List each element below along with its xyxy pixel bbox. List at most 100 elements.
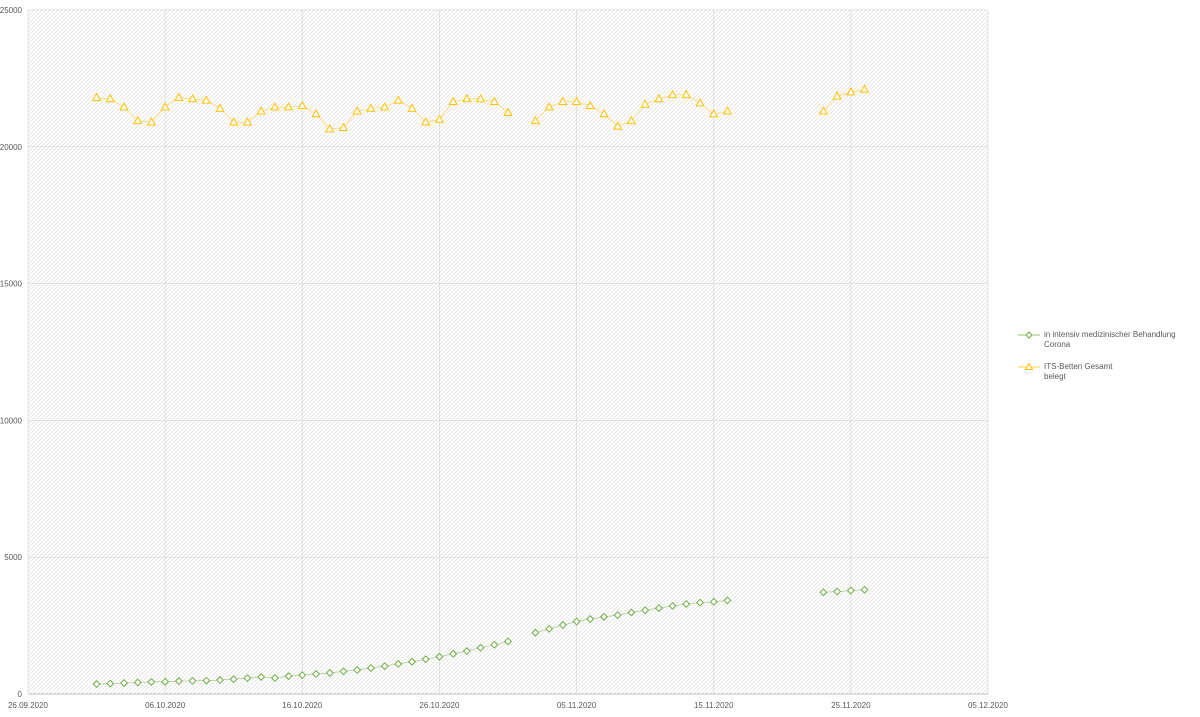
data-point-triangle bbox=[846, 87, 856, 96]
y-tick-label: 10000 bbox=[0, 416, 23, 425]
data-point-triangle bbox=[146, 117, 157, 126]
legend-label-corona: in intensiv medizinischer Behandlung Cor… bbox=[1044, 330, 1176, 349]
data-point-diamond bbox=[229, 675, 238, 684]
data-point-diamond bbox=[531, 628, 540, 637]
data-point-diamond bbox=[257, 673, 266, 682]
series-0 bbox=[92, 585, 869, 689]
data-point-diamond bbox=[174, 677, 183, 686]
data-point-diamond bbox=[586, 615, 595, 624]
data-point-diamond bbox=[462, 647, 471, 656]
data-point-triangle bbox=[818, 106, 829, 115]
data-point-triangle bbox=[626, 115, 637, 125]
data-point-diamond bbox=[325, 668, 334, 677]
data-point-diamond bbox=[270, 674, 279, 683]
data-point-diamond bbox=[641, 606, 650, 615]
x-tick-label: 05.11.2020 bbox=[557, 701, 597, 710]
data-point-triangle bbox=[379, 102, 390, 111]
data-point-diamond bbox=[106, 679, 115, 688]
data-point-triangle bbox=[571, 96, 582, 105]
x-tick-label: 16.10.2020 bbox=[282, 701, 323, 710]
data-point-triangle bbox=[722, 106, 733, 115]
axis-labels: 0 5000 10000 15000 20000 25000 26.09.2020 06.10… bbox=[0, 6, 1009, 710]
data-point-triangle bbox=[366, 103, 376, 112]
data-point-diamond bbox=[627, 608, 636, 617]
data-point-diamond bbox=[147, 677, 156, 686]
y-tick-label: 25000 bbox=[0, 6, 23, 15]
data-point-diamond bbox=[161, 677, 170, 686]
y-tick-label: 5000 bbox=[4, 553, 22, 562]
data-point-triangle bbox=[544, 102, 554, 111]
y-tick-label: 15000 bbox=[0, 280, 23, 289]
data-point-triangle bbox=[558, 96, 568, 105]
data-point-triangle bbox=[325, 123, 335, 133]
data-point-diamond bbox=[695, 598, 705, 607]
data-point-triangle bbox=[585, 100, 595, 110]
data-point-triangle bbox=[654, 93, 664, 103]
legend-item-its-betten: ITS-Betten Gesamt belegt bbox=[1018, 362, 1200, 382]
data-point-triangle bbox=[311, 108, 321, 118]
data-point-diamond bbox=[723, 596, 732, 605]
data-point-triangle bbox=[91, 92, 102, 101]
y-tick-label: 0 bbox=[18, 690, 23, 699]
data-point-triangle bbox=[681, 89, 691, 99]
data-point-diamond bbox=[860, 585, 869, 594]
data-point-diamond bbox=[654, 604, 663, 613]
data-point-triangle bbox=[407, 103, 417, 112]
data-point-diamond bbox=[599, 612, 609, 621]
data-point-triangle bbox=[352, 106, 362, 115]
data-point-triangle bbox=[283, 102, 294, 111]
data-point-diamond bbox=[311, 670, 321, 679]
data-point-triangle bbox=[201, 95, 211, 104]
data-point-triangle bbox=[489, 96, 499, 105]
y-tick-label: 20000 bbox=[0, 143, 23, 152]
data-point-diamond bbox=[92, 680, 101, 689]
data-point-diamond bbox=[188, 676, 197, 685]
series-1 bbox=[91, 84, 870, 133]
data-point-triangle bbox=[599, 108, 609, 118]
data-point-diamond bbox=[668, 601, 677, 610]
data-point-triangle bbox=[133, 115, 143, 125]
data-point-triangle bbox=[709, 108, 719, 118]
x-tick-label: 26.10.2020 bbox=[419, 701, 460, 710]
data-point-triangle bbox=[640, 99, 650, 108]
data-point-triangle bbox=[242, 117, 253, 126]
x-tick-label: 15.11.2020 bbox=[694, 701, 734, 710]
x-tick-label: 25.11.2020 bbox=[831, 701, 871, 710]
data-point-triangle bbox=[270, 102, 280, 111]
data-point-triangle bbox=[187, 93, 198, 103]
data-point-triangle bbox=[229, 117, 239, 126]
data-point-diamond bbox=[243, 674, 252, 683]
data-point-diamond bbox=[833, 587, 842, 596]
data-point-diamond bbox=[421, 655, 430, 664]
data-point-diamond bbox=[476, 643, 485, 652]
data-point-triangle bbox=[613, 121, 623, 130]
legend: in intensiv medizinischer Behandlung Cor… bbox=[1018, 330, 1200, 394]
data-point-diamond bbox=[545, 624, 554, 633]
data-point-diamond bbox=[682, 599, 691, 608]
data-point-diamond bbox=[380, 662, 389, 671]
data-point-diamond bbox=[298, 671, 307, 680]
data-point-diamond bbox=[339, 667, 348, 676]
data-point-triangle bbox=[297, 100, 307, 110]
plot-area bbox=[28, 10, 988, 694]
data-point-diamond bbox=[449, 649, 458, 658]
data-point-diamond bbox=[366, 664, 375, 673]
x-tick-label: 06.10.2020 bbox=[145, 701, 186, 710]
data-point-triangle bbox=[859, 84, 870, 93]
data-point-triangle bbox=[119, 102, 129, 111]
data-point-diamond bbox=[490, 640, 499, 649]
data-point-triangle bbox=[421, 117, 431, 126]
data-point-triangle bbox=[160, 102, 170, 111]
data-point-diamond bbox=[709, 597, 718, 606]
x-tick-label: 05.12.2020 bbox=[968, 701, 1009, 710]
data-point-diamond bbox=[202, 676, 211, 685]
data-point-diamond bbox=[133, 678, 142, 687]
gridlines bbox=[27, 9, 989, 695]
legend-swatch-triangle-icon bbox=[1018, 362, 1040, 370]
data-point-diamond bbox=[613, 611, 622, 620]
data-point-triangle bbox=[174, 92, 184, 101]
data-point-triangle bbox=[393, 95, 403, 104]
data-point-diamond bbox=[215, 676, 225, 685]
legend-item-corona: in intensiv medizinischer Behandlung Cor… bbox=[1018, 330, 1200, 350]
